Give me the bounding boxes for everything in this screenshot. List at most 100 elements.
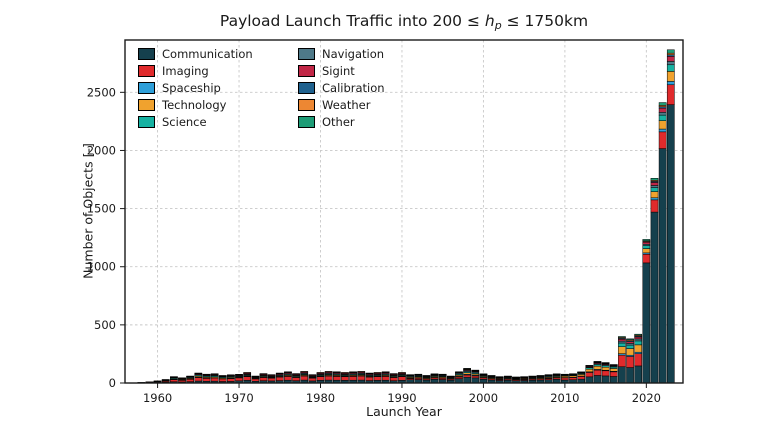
- bar-segment: [658, 128, 667, 133]
- x-tick-label: 1960: [143, 391, 172, 405]
- bar-segment: [650, 187, 659, 192]
- bar-segment: [626, 341, 634, 344]
- plot-frame: [124, 39, 684, 384]
- bar-segment: [601, 366, 610, 371]
- bar-segment: [202, 377, 211, 382]
- legend-item: Weather: [298, 98, 436, 112]
- title-subscript: p: [494, 19, 502, 32]
- bar-segment: [650, 185, 659, 188]
- bar-segment: [618, 342, 626, 347]
- bar-segment: [341, 372, 349, 374]
- bar-segment: [381, 376, 390, 381]
- x-axis-label: Launch Year: [366, 404, 442, 419]
- bar-segment: [349, 371, 357, 373]
- bar-segment: [316, 376, 325, 381]
- bar-segment: [626, 356, 634, 368]
- bar-segment: [389, 377, 398, 381]
- bar-segment: [601, 375, 610, 384]
- bar-segment: [593, 375, 602, 384]
- bar-segment: [259, 377, 268, 381]
- legend-label: Imaging: [162, 64, 209, 78]
- legend-swatch: [298, 99, 315, 111]
- bar-segment: [634, 353, 643, 367]
- legend-swatch: [138, 99, 155, 111]
- legend-swatch: [298, 65, 315, 77]
- legend-swatch: [138, 48, 155, 60]
- axes-frame: [120, 39, 684, 388]
- legend-label: Other: [322, 115, 355, 129]
- bar-segment: [235, 377, 243, 382]
- bar-segment: [471, 377, 480, 384]
- x-tick-label: 1980: [306, 391, 335, 405]
- legend-swatch: [138, 82, 155, 94]
- bar-segment: [650, 178, 659, 181]
- bar-segment: [398, 376, 406, 381]
- legend-swatch: [298, 82, 315, 94]
- bar-segment: [601, 370, 610, 377]
- x-tick-label: 1990: [387, 391, 416, 405]
- bar-segment: [634, 340, 643, 346]
- title-variable: h: [484, 12, 495, 30]
- legend-swatch: [138, 65, 155, 77]
- bar-segment: [618, 336, 626, 338]
- legend-label: Navigation: [322, 47, 385, 61]
- bar-segment: [634, 338, 643, 342]
- bar-segment: [373, 376, 382, 381]
- bar-segment: [666, 71, 675, 82]
- bar-segment: [618, 354, 626, 367]
- legend-swatch: [298, 48, 315, 60]
- bar-segment: [642, 254, 651, 264]
- legend-label: Sigint: [322, 64, 355, 78]
- bar-segment: [634, 336, 643, 340]
- x-tick-label: 1970: [224, 391, 253, 405]
- bar-segment: [626, 348, 634, 356]
- bar-segment: [381, 371, 390, 373]
- bar-segment: [658, 148, 667, 384]
- bar-segment: [471, 375, 480, 379]
- bar-segment: [666, 61, 675, 66]
- bar-segment: [398, 372, 406, 374]
- bar-segment: [658, 107, 667, 113]
- bar-segment: [666, 104, 675, 384]
- y-tick-label: 1000: [87, 260, 116, 274]
- legend-label: Communication: [162, 47, 253, 61]
- bar-segment: [308, 377, 317, 382]
- bar-segment: [349, 376, 357, 381]
- bar-segment: [666, 64, 675, 72]
- legend-item: Spaceship: [138, 81, 276, 95]
- legend-label: Technology: [162, 98, 227, 112]
- bar-segment: [316, 372, 325, 374]
- bar-segment: [650, 182, 659, 186]
- legend-item: Sigint: [298, 64, 436, 78]
- bar-segment: [324, 371, 333, 373]
- legend-label: Calibration: [322, 81, 385, 95]
- bar-segment: [292, 377, 300, 381]
- x-tick-label: 2000: [469, 391, 498, 405]
- y-tick-label: 1500: [87, 202, 116, 216]
- bar-segment: [609, 368, 618, 372]
- x-tick-label: 2010: [550, 391, 579, 405]
- bar-segment: [341, 376, 349, 381]
- y-tick-label: 2000: [87, 143, 116, 157]
- bar-segment: [658, 114, 667, 121]
- bar-segment: [666, 84, 675, 105]
- bar-segment: [210, 377, 219, 382]
- bar-segment: [365, 376, 374, 381]
- bar-segment: [609, 371, 618, 377]
- bar-segment: [634, 365, 643, 384]
- bar-segment: [357, 375, 366, 381]
- bar-segment: [666, 56, 675, 62]
- legend-label: Science: [162, 115, 207, 129]
- bar-segment: [373, 372, 382, 374]
- legend-label: Weather: [322, 98, 371, 112]
- title-post: ≤ 1750km: [501, 12, 589, 30]
- legend-item: Science: [138, 115, 276, 129]
- bar-segment: [267, 377, 276, 382]
- bar-segment: [650, 211, 659, 384]
- bar-segment: [463, 374, 471, 378]
- y-tick-label: 500: [94, 318, 116, 332]
- bar-segment: [593, 365, 602, 370]
- legend: Communication Imaging Spaceship Technology S…: [134, 45, 440, 131]
- bar-segment: [618, 346, 626, 354]
